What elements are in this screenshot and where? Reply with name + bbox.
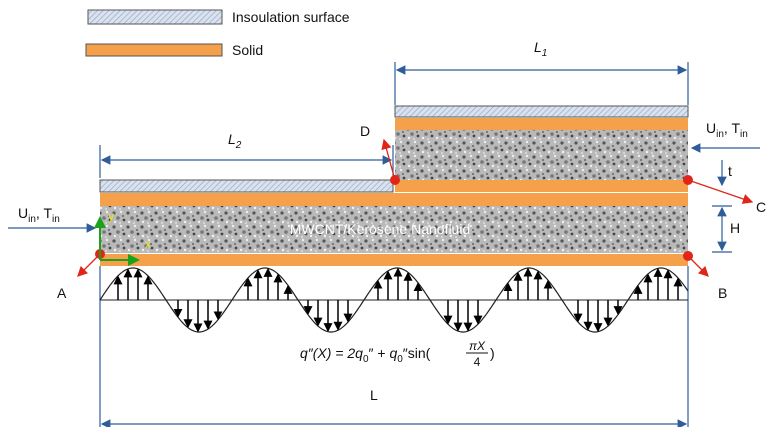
insulation-top-right (394, 105, 689, 118)
insulation-left (99, 179, 394, 193)
point-c: C (756, 199, 766, 215)
point-a: A (57, 285, 67, 301)
legend-label: Insoulation surface (232, 9, 350, 25)
dim-h: H (730, 220, 740, 236)
legend-swatch-insulation (87, 9, 223, 25)
axis-x: x (145, 237, 151, 251)
solid-top-right (395, 118, 688, 130)
porous-channel (100, 206, 688, 253)
dim-l2: L2 (228, 131, 242, 151)
formula-denominator: 4 (474, 355, 481, 369)
axis-y: y (108, 209, 114, 223)
dim-l1: L1 (534, 39, 547, 59)
formula-numerator: πX (469, 339, 486, 353)
solid-middle (100, 193, 688, 206)
heat-flux (99, 267, 689, 333)
legend-swatch-solid (85, 43, 223, 57)
formula: q″(X) = 2q0″ + q0″sin( (300, 345, 431, 365)
fluid-label: MWCNT/Kerosene Nanofluid (290, 221, 471, 237)
formula-close: ) (490, 345, 495, 361)
legend-label: Solid (232, 42, 263, 58)
point-b: B (718, 285, 727, 301)
dim-l: L (370, 387, 378, 403)
points (95, 175, 693, 261)
solid-step (395, 180, 688, 192)
porous-step (395, 130, 688, 180)
inlet-label: Uin, Tin (18, 205, 60, 225)
solid-bottom (100, 254, 688, 266)
dim-t: t (728, 163, 732, 179)
inlet-label: Uin, Tin (706, 120, 748, 140)
axes (94, 216, 140, 266)
point-d: D (360, 123, 370, 139)
dimensions (8, 62, 760, 427)
